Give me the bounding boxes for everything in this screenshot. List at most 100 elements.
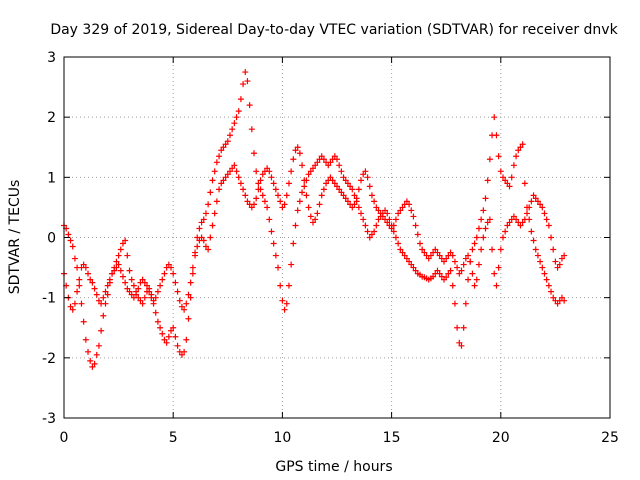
- data-point-marker: [526, 204, 533, 211]
- data-point-marker: [229, 165, 236, 172]
- data-point-marker: [355, 186, 362, 193]
- data-point-marker: [296, 198, 303, 205]
- data-point-marker: [493, 282, 500, 289]
- data-point-marker: [255, 180, 262, 187]
- data-point-marker: [259, 171, 266, 178]
- data-point-marker: [504, 222, 511, 229]
- data-point-marker: [268, 174, 275, 181]
- data-point-marker: [76, 282, 83, 289]
- data-point-marker: [408, 261, 415, 268]
- data-point-marker: [187, 294, 194, 301]
- data-point-marker: [233, 114, 240, 121]
- data-point-marker: [491, 270, 498, 277]
- data-point-marker: [493, 132, 500, 139]
- data-point-marker: [504, 180, 511, 187]
- data-point-marker: [174, 342, 181, 349]
- data-point-marker: [390, 228, 397, 235]
- data-point-marker: [528, 228, 535, 235]
- data-point-marker: [478, 246, 485, 253]
- data-point-marker: [375, 207, 382, 214]
- data-point-marker: [299, 189, 306, 196]
- x-tick-label: 25: [601, 430, 619, 446]
- data-point-marker: [524, 210, 531, 217]
- data-point-marker: [257, 177, 264, 184]
- data-point-marker: [91, 360, 98, 367]
- data-point-marker: [305, 171, 312, 178]
- data-point-marker: [141, 279, 148, 286]
- data-point-marker: [98, 327, 105, 334]
- data-point-marker: [266, 216, 273, 223]
- data-point-marker: [471, 282, 478, 289]
- data-point-marker: [499, 174, 506, 181]
- data-point-marker: [261, 198, 268, 205]
- data-point-marker: [513, 216, 520, 223]
- data-point-marker: [561, 252, 568, 259]
- data-point-marker: [548, 288, 555, 295]
- data-point-marker: [517, 144, 524, 151]
- data-point-marker: [399, 204, 406, 211]
- data-point-marker: [172, 333, 179, 340]
- data-point-marker: [392, 216, 399, 223]
- data-point-marker: [205, 201, 212, 208]
- data-point-marker: [550, 246, 557, 253]
- data-point-marker: [207, 189, 214, 196]
- data-point-marker: [111, 267, 118, 274]
- data-point-marker: [412, 267, 419, 274]
- data-point-marker: [231, 120, 238, 127]
- data-point-marker: [85, 270, 92, 277]
- x-axis-label: GPS time / hours: [275, 459, 392, 475]
- data-point-marker: [285, 282, 292, 289]
- data-point-marker: [491, 114, 498, 121]
- data-point-marker: [170, 324, 177, 331]
- data-point-marker: [213, 198, 220, 205]
- data-point-marker: [268, 228, 275, 235]
- data-point-marker: [456, 270, 463, 277]
- data-point-marker: [137, 297, 144, 304]
- data-point-marker: [314, 210, 321, 217]
- data-point-marker: [117, 267, 124, 274]
- data-point-marker: [211, 168, 218, 175]
- data-point-marker: [519, 141, 526, 148]
- data-point-marker: [360, 216, 367, 223]
- data-point-marker: [421, 249, 428, 256]
- data-point-marker: [80, 261, 87, 268]
- data-point-marker: [320, 186, 327, 193]
- data-point-marker: [530, 192, 537, 199]
- data-point-marker: [198, 219, 205, 226]
- data-point-marker: [347, 183, 354, 190]
- data-point-marker: [128, 276, 135, 283]
- data-point-marker: [226, 168, 233, 175]
- data-point-marker: [462, 255, 469, 262]
- data-point-marker: [89, 363, 96, 370]
- data-point-marker: [449, 282, 456, 289]
- data-point-marker: [248, 204, 255, 211]
- data-point-marker: [438, 273, 445, 280]
- data-point-marker: [331, 180, 338, 187]
- data-point-marker: [521, 216, 528, 223]
- y-tick-label: 0: [47, 231, 56, 247]
- data-point-marker: [558, 255, 565, 262]
- data-point-marker: [537, 201, 544, 208]
- data-point-marker: [224, 138, 231, 145]
- data-point-marker: [534, 252, 541, 259]
- data-point-marker: [104, 282, 111, 289]
- data-point-marker: [178, 351, 185, 358]
- data-point-marker: [237, 96, 244, 103]
- data-point-marker: [207, 234, 214, 241]
- data-point-marker: [235, 174, 242, 181]
- data-point-marker: [246, 102, 253, 109]
- series-2: [61, 144, 568, 313]
- data-point-marker: [141, 294, 148, 301]
- data-point-marker: [163, 339, 170, 346]
- data-point-marker: [510, 213, 517, 220]
- data-point-marker: [231, 162, 238, 169]
- data-point-marker: [126, 267, 133, 274]
- series-1: [61, 69, 568, 370]
- data-point-marker: [434, 249, 441, 256]
- data-point-marker: [410, 264, 417, 271]
- data-point-marker: [548, 234, 555, 241]
- data-point-marker: [248, 126, 255, 133]
- data-point-marker: [528, 198, 535, 205]
- data-point-marker: [172, 279, 179, 286]
- x-tick-label: 10: [273, 430, 291, 446]
